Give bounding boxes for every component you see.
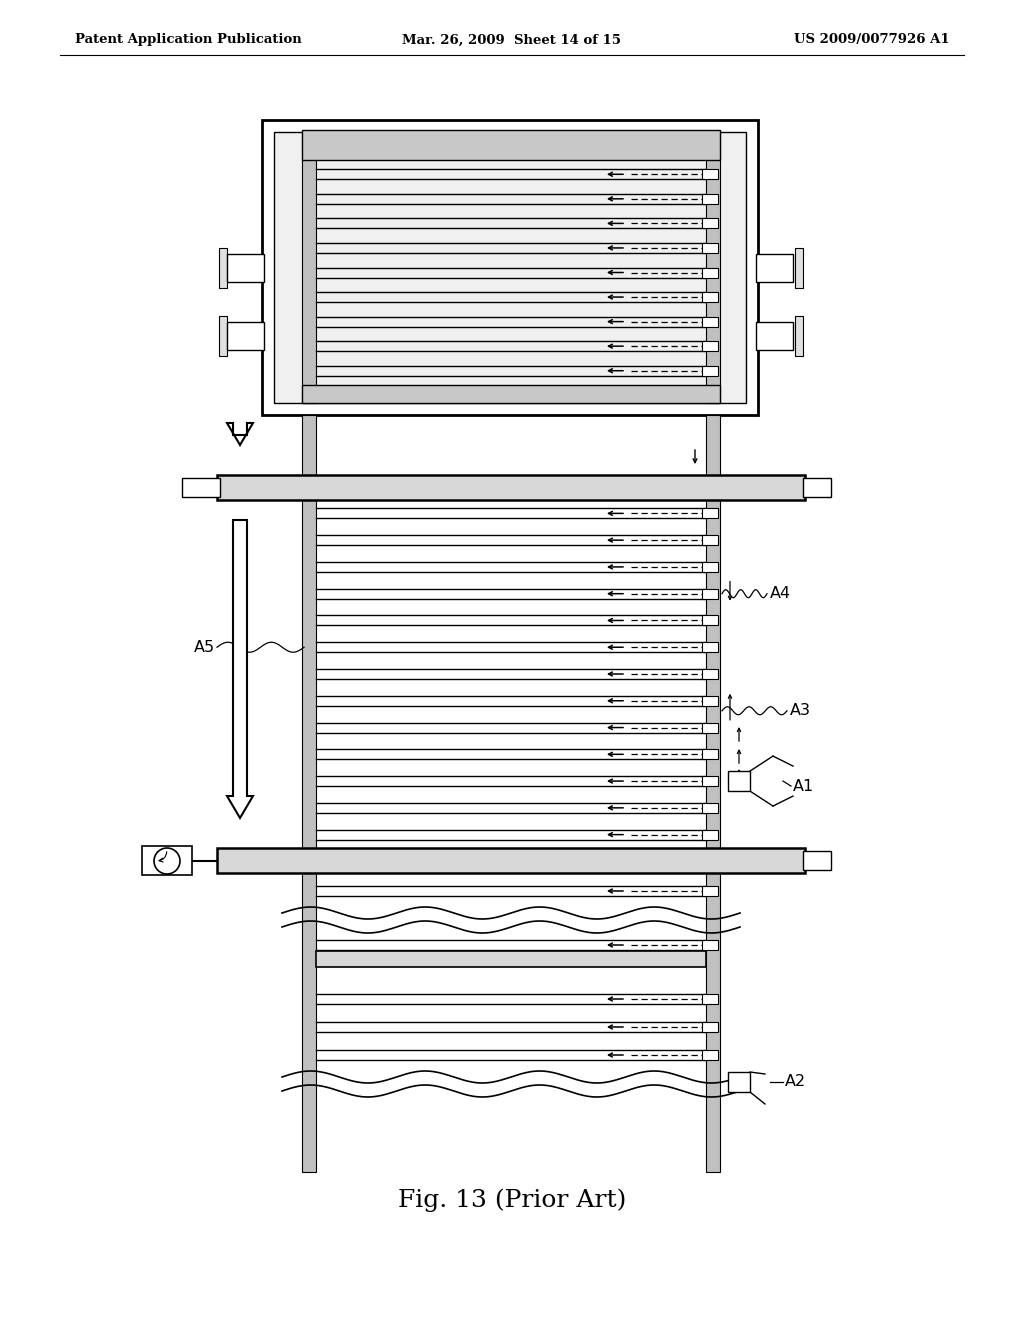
Text: US 2009/0077926 A1: US 2009/0077926 A1 [795, 33, 950, 46]
Bar [262, 120, 758, 414]
Bar [182, 478, 220, 498]
Bar [795, 315, 803, 356]
Bar [274, 132, 746, 403]
Text: Mar. 26, 2009  Sheet 14 of 15: Mar. 26, 2009 Sheet 14 of 15 [402, 33, 622, 46]
Bar [756, 255, 793, 282]
Bar [702, 696, 718, 706]
Bar [756, 322, 793, 350]
Bar [706, 873, 720, 1172]
Bar [728, 771, 750, 791]
Bar [316, 950, 706, 968]
Bar [702, 562, 718, 572]
Bar [706, 132, 720, 403]
Bar [795, 248, 803, 288]
Bar [702, 776, 718, 787]
Bar [302, 873, 316, 1172]
Bar [702, 589, 718, 599]
Bar [227, 322, 264, 350]
Circle shape [154, 847, 180, 874]
Bar [702, 243, 718, 253]
Bar [706, 500, 720, 847]
Bar [702, 669, 718, 678]
Bar [142, 846, 193, 875]
Text: A1: A1 [793, 779, 814, 793]
Bar [702, 218, 718, 228]
Bar [217, 847, 805, 873]
Bar [702, 722, 718, 733]
Bar [702, 803, 718, 813]
Polygon shape [227, 422, 253, 445]
Bar [702, 1022, 718, 1032]
Bar [702, 169, 718, 180]
Bar [706, 414, 720, 475]
Text: A4: A4 [770, 586, 792, 601]
Text: Patent Application Publication: Patent Application Publication [75, 33, 302, 46]
Text: A3: A3 [790, 704, 811, 718]
Bar [702, 508, 718, 519]
Bar [702, 535, 718, 545]
Bar [302, 385, 720, 403]
Bar [217, 475, 805, 500]
Bar [702, 750, 718, 759]
Bar [702, 615, 718, 626]
Bar [702, 1049, 718, 1060]
Bar [702, 366, 718, 376]
Bar [728, 1072, 750, 1092]
Bar [227, 255, 264, 282]
Bar [803, 851, 831, 870]
Bar [702, 317, 718, 326]
Bar [302, 129, 720, 160]
Bar [702, 194, 718, 203]
Bar [702, 886, 718, 896]
Text: A5: A5 [194, 640, 215, 655]
Bar [702, 341, 718, 351]
Text: A2: A2 [785, 1074, 806, 1089]
Polygon shape [227, 520, 253, 818]
Bar [702, 643, 718, 652]
Bar [302, 132, 316, 403]
Bar [702, 268, 718, 277]
Bar [702, 829, 718, 840]
Bar [702, 994, 718, 1005]
Bar [702, 940, 718, 950]
Bar [302, 414, 316, 475]
Text: Fig. 13 (Prior Art): Fig. 13 (Prior Art) [397, 1188, 627, 1212]
Bar [803, 478, 831, 498]
Bar [702, 292, 718, 302]
Bar [219, 248, 227, 288]
Bar [302, 500, 316, 847]
Bar [219, 315, 227, 356]
